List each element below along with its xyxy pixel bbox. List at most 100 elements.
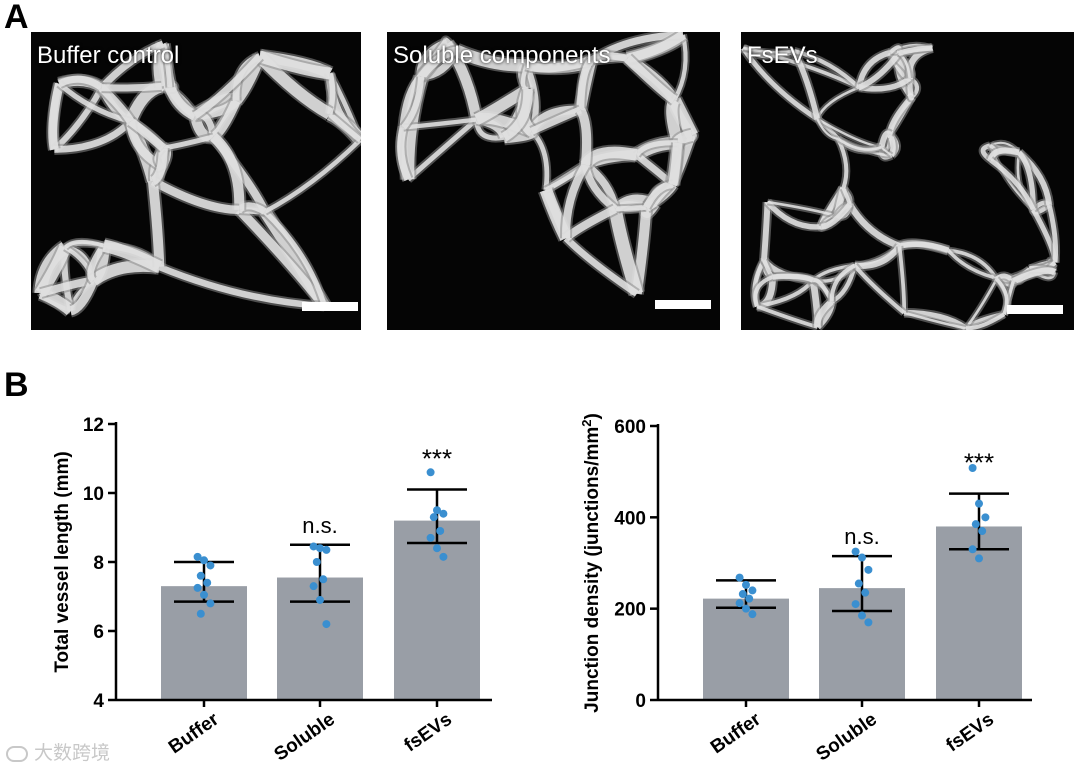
vessel-strand [327, 111, 361, 143]
y-axis-label-end: ) [582, 413, 603, 419]
data-point [433, 544, 441, 553]
x-tick-label: Buffer [707, 709, 765, 759]
logo-icon [6, 745, 28, 762]
vessel-strand [898, 241, 950, 253]
micrograph-fsevs: FsEVs [741, 32, 1074, 330]
data-point [978, 527, 987, 536]
watermark: 大数跨境 [6, 738, 110, 765]
vessel-strand [897, 45, 933, 57]
y-tick-label: 8 [93, 553, 104, 574]
vessel-strand [417, 46, 458, 80]
x-tick-label: fsEVs [943, 709, 998, 756]
x-tick-label: Soluble [813, 709, 881, 766]
vessel-strand [101, 82, 162, 92]
vessel-strand [741, 46, 819, 121]
vessel-length-chart: n.s. *** 4 6 8 10 12 Buffer Soluble fsEVs Total ve… [52, 415, 492, 766]
vessel-strand [63, 239, 105, 249]
scale-bar [655, 300, 711, 309]
data-point [858, 611, 866, 620]
y-axis-label-text: Total vessel length (mm) [52, 451, 73, 672]
vessel-strand [643, 181, 673, 210]
vessel-strand [761, 201, 771, 261]
vessel-strand [742, 46, 795, 54]
vessel-strand [192, 53, 263, 119]
data-point [861, 588, 870, 597]
y-axis-label-superscript: 2 [579, 420, 594, 427]
vessel-strand [820, 202, 853, 230]
micrograph-buffer-control: Buffer control [31, 32, 361, 330]
data-point [316, 595, 324, 604]
scale-bar [302, 302, 358, 311]
data-point [981, 513, 990, 522]
vessel-strand [615, 204, 647, 212]
data-point [864, 565, 873, 574]
vessel-strand [1011, 267, 1057, 285]
vessel-strand [57, 75, 104, 91]
data-point [745, 594, 754, 603]
data-point [738, 590, 747, 599]
significance-label: *** [964, 448, 994, 478]
data-point [851, 600, 860, 609]
vessel-strand [903, 311, 966, 330]
micrograph-label: Soluble components [393, 42, 611, 69]
vessel-strand [765, 200, 822, 230]
data-point [206, 599, 215, 608]
y-axis-label-text: Junction density (junctions/mm [582, 427, 603, 713]
vessel-strand [995, 277, 1009, 315]
y-tick-label: 4 [93, 691, 104, 712]
data-point [309, 542, 318, 551]
vessel-strand [403, 117, 477, 130]
y-axis-label: Junction density (junctions/mm2) [579, 413, 604, 713]
y-axis-label: Total vessel length (mm) [52, 451, 73, 672]
vessel-strand [48, 82, 64, 151]
scale-bar [1007, 305, 1063, 314]
data-point [742, 604, 750, 613]
vessel-network-image [32, 38, 361, 318]
data-point [426, 468, 435, 477]
vessel-strand [99, 40, 165, 91]
data-point [439, 509, 448, 518]
data-point [322, 545, 331, 554]
data-point [735, 573, 744, 582]
panel-a-letter: A [4, 0, 29, 36]
significance-label: *** [422, 444, 452, 474]
vessel-strand [793, 48, 861, 89]
vessel-strand [160, 42, 173, 88]
vessel-strand [988, 157, 1036, 211]
micrograph-label: Buffer control [37, 42, 180, 69]
x-tick-label: Soluble [271, 709, 339, 766]
vessel-strand [853, 264, 906, 315]
micrograph-soluble-components: Soluble components [387, 32, 720, 330]
y-tick-label: 6 [93, 622, 104, 643]
data-point [748, 610, 757, 619]
y-tick-label: 12 [83, 415, 104, 436]
vessel-strand [814, 299, 834, 328]
vessel-strand [772, 273, 815, 283]
vessel-strand [162, 134, 215, 151]
vessel-strand [837, 137, 882, 151]
vessel-strand [401, 76, 425, 130]
y-tick-label: 600 [614, 417, 646, 438]
data-point [196, 571, 205, 580]
data-point [433, 506, 441, 515]
vessel-strand [530, 106, 582, 135]
vessel-strand [965, 312, 1006, 330]
vessel-strand [608, 207, 643, 296]
data-point [312, 558, 321, 566]
significance-label: n.s. [302, 513, 337, 538]
vessel-strand [150, 177, 240, 215]
vessel-strand [672, 129, 694, 146]
x-tick-label: Buffer [165, 709, 223, 759]
y-tick-label: 400 [614, 508, 646, 529]
y-tick-label: 200 [614, 600, 646, 621]
vessel-strand [257, 50, 331, 80]
vessel-strand [624, 54, 678, 104]
data-point [429, 513, 438, 522]
x-tick-label: fsEVs [401, 709, 456, 756]
vessel-strand [987, 147, 1020, 161]
vessel-strands [395, 32, 700, 299]
vessel-strand [501, 88, 533, 142]
vessel-strand [576, 58, 594, 110]
data-point [864, 618, 873, 627]
bar-fsevs [936, 526, 1022, 700]
